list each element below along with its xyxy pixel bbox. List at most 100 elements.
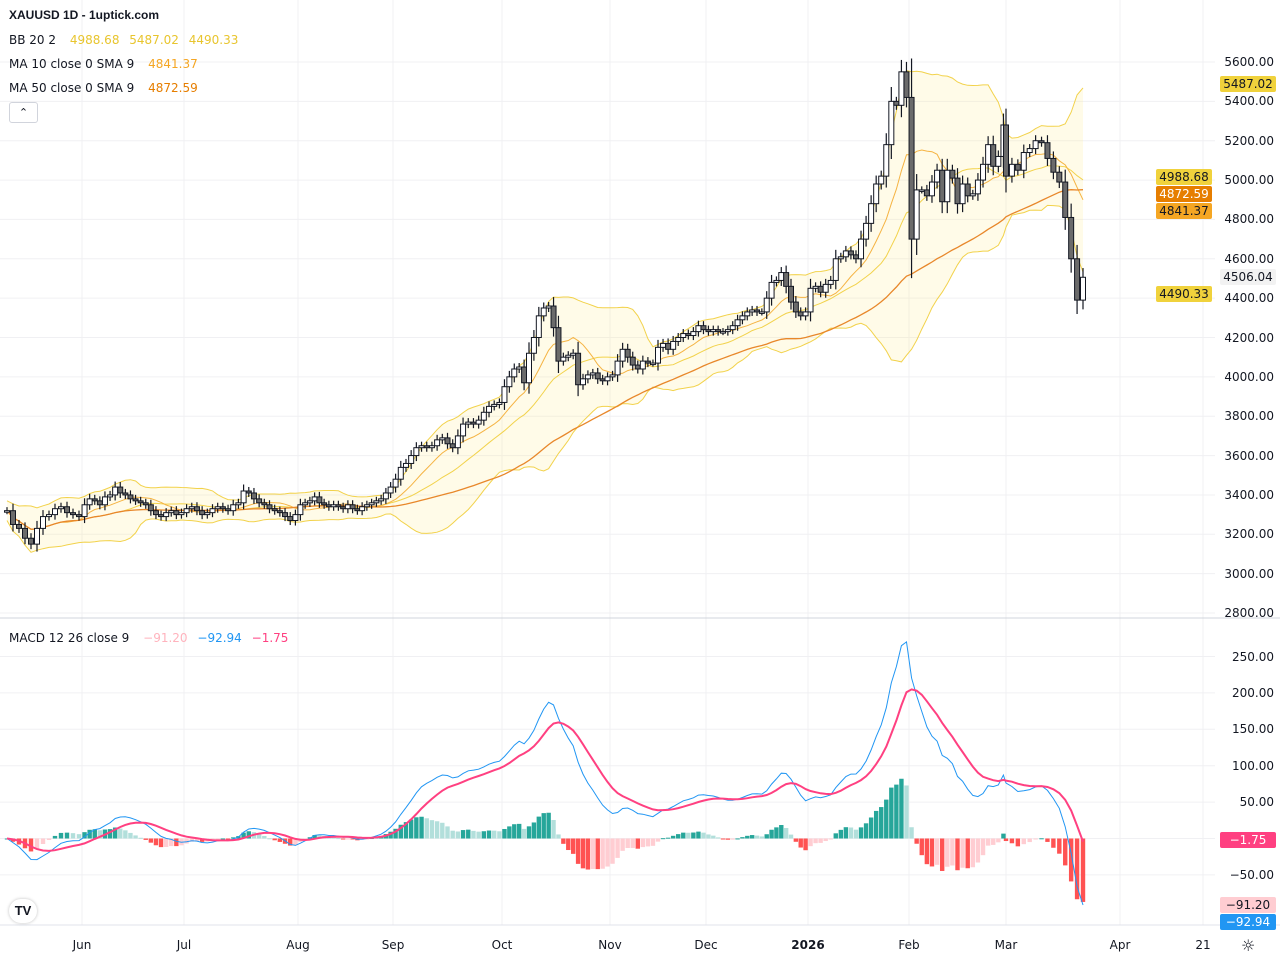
macd-histogram-bar bbox=[783, 827, 789, 839]
candle bbox=[868, 195, 875, 232]
candle bbox=[40, 510, 46, 535]
price-axis-label: 3200.00 bbox=[1224, 527, 1274, 542]
candle-body bbox=[939, 169, 946, 203]
time-axis-label: Dec bbox=[694, 938, 718, 952]
macd-histogram-bar bbox=[272, 838, 277, 841]
macd-histogram-bar bbox=[398, 824, 403, 839]
macd-histogram-bar bbox=[445, 826, 450, 839]
macd-histogram-bar bbox=[419, 816, 424, 839]
macd-histogram-bar bbox=[128, 832, 133, 839]
macd-histogram-bar bbox=[635, 838, 640, 849]
price-axis-label: 2800.00 bbox=[1224, 606, 1274, 620]
candle bbox=[368, 498, 375, 509]
macd-histogram-bar bbox=[526, 826, 532, 839]
collapse-legend-button[interactable]: ⌃ bbox=[9, 102, 38, 123]
candle-body bbox=[501, 386, 508, 403]
candle bbox=[408, 450, 415, 469]
candle bbox=[1074, 244, 1081, 314]
candle-body bbox=[868, 203, 875, 224]
candle-body bbox=[817, 285, 824, 293]
candle-body bbox=[526, 352, 532, 384]
legend-macd-label: MACD 12 26 close 9 bbox=[9, 631, 130, 645]
candle-body bbox=[675, 337, 682, 342]
macd-histogram-bar bbox=[561, 838, 566, 844]
candle-body bbox=[163, 512, 170, 518]
candle bbox=[16, 519, 22, 533]
macd-histogram-bar bbox=[828, 838, 833, 840]
candle-body bbox=[76, 514, 82, 518]
macd-histogram-bar bbox=[615, 838, 620, 858]
macd-badge: −92.94 bbox=[1220, 914, 1276, 930]
candle bbox=[261, 498, 268, 509]
candle bbox=[486, 401, 493, 418]
candle-body bbox=[193, 506, 200, 512]
candle bbox=[903, 61, 910, 108]
candle bbox=[822, 278, 829, 298]
macd-histogram-bar bbox=[502, 828, 507, 839]
candle-body bbox=[690, 331, 697, 337]
candle bbox=[980, 156, 987, 188]
candle-body bbox=[10, 510, 16, 525]
candle bbox=[739, 311, 746, 325]
candle bbox=[46, 510, 52, 521]
candle-body bbox=[475, 419, 482, 425]
candle-body bbox=[387, 486, 394, 494]
candle bbox=[4, 507, 10, 515]
macd-histogram-bar bbox=[350, 838, 355, 840]
macd-histogram-bar bbox=[28, 838, 34, 852]
macd-histogram-bar bbox=[492, 830, 497, 839]
candle-body bbox=[58, 506, 64, 510]
macd-histogram-bar bbox=[486, 830, 492, 839]
candle-body bbox=[695, 325, 702, 333]
candle bbox=[555, 315, 562, 374]
candle-body bbox=[778, 272, 785, 281]
candle-body bbox=[680, 333, 687, 339]
macd-histogram-bar bbox=[894, 784, 899, 839]
candle-body bbox=[555, 327, 562, 362]
candle-body bbox=[209, 508, 216, 514]
macd-histogram-bar bbox=[934, 838, 940, 865]
macd-histogram-bar bbox=[455, 831, 461, 839]
candle-body bbox=[959, 183, 966, 205]
price-axis-label: 5600.00 bbox=[1224, 55, 1274, 69]
macd-histogram-bar bbox=[630, 838, 635, 848]
candle-body bbox=[81, 504, 88, 518]
tradingview-logo[interactable]: TV bbox=[9, 899, 37, 923]
candle-body bbox=[1026, 148, 1033, 154]
macd-histogram-bar bbox=[960, 838, 965, 868]
candle-body bbox=[4, 510, 10, 513]
macd-histogram-bar bbox=[148, 838, 154, 843]
macd-histogram-bar bbox=[199, 838, 205, 842]
candle bbox=[506, 370, 513, 393]
candle-body bbox=[152, 510, 159, 516]
candle bbox=[700, 321, 707, 335]
candle-body bbox=[22, 527, 28, 539]
macd-histogram-bar bbox=[950, 838, 955, 866]
candle-body bbox=[321, 502, 328, 506]
gear-icon[interactable]: ☼ bbox=[1241, 936, 1256, 955]
candle bbox=[655, 339, 661, 371]
candle-body bbox=[594, 372, 601, 380]
candle-body bbox=[91, 498, 98, 502]
candle bbox=[1044, 135, 1051, 166]
time-axis-label: 21 bbox=[1195, 938, 1211, 952]
price-axis-label: 3000.00 bbox=[1224, 566, 1274, 581]
macd-histogram-bar bbox=[788, 834, 794, 839]
macd-histogram-bar bbox=[691, 832, 696, 839]
candle-body bbox=[486, 405, 493, 413]
macd-histogram-bar bbox=[720, 838, 726, 840]
candle-body bbox=[359, 506, 366, 512]
macd-histogram-bar bbox=[1009, 838, 1015, 844]
macd-histogram-bar bbox=[512, 824, 517, 839]
price-badge: 5487.02 bbox=[1220, 76, 1276, 93]
candle bbox=[132, 494, 139, 505]
macd-histogram-bar bbox=[590, 838, 596, 869]
macd-histogram-bar bbox=[715, 837, 721, 839]
candle-body bbox=[644, 360, 651, 364]
candle-body bbox=[913, 189, 920, 240]
time-axis-label: Jul bbox=[176, 938, 192, 952]
macd-histogram-bar bbox=[665, 837, 671, 839]
candle-body bbox=[142, 502, 149, 506]
candle-body bbox=[754, 309, 760, 313]
